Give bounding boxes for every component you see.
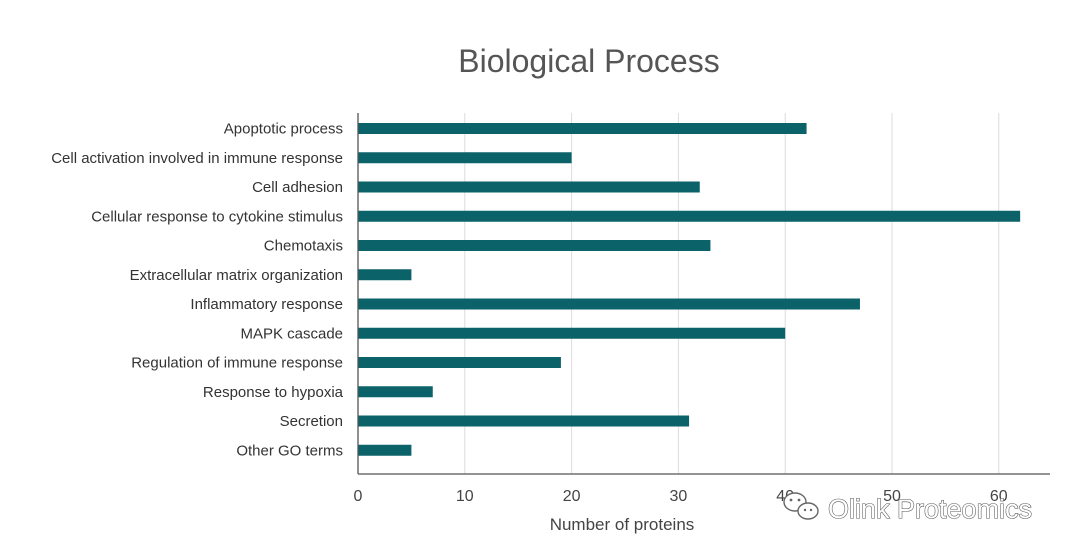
bar-0 — [358, 123, 807, 134]
watermark: Olink Proteomics — [783, 492, 1033, 525]
bar-4 — [358, 240, 711, 251]
bars — [358, 123, 1021, 456]
category-label: Cellular response to cytokine stimulus — [91, 208, 343, 225]
watermark-text: Olink Proteomics — [828, 494, 1032, 524]
bar-6 — [358, 298, 860, 310]
category-labels: Apoptotic process Cell activation involve… — [51, 121, 343, 460]
wechat-icon — [783, 492, 819, 520]
x-tick-labels: 0 10 20 30 40 50 60 — [354, 488, 1008, 505]
category-label: Inflammatory response — [190, 296, 343, 313]
category-label: Chemotaxis — [264, 238, 343, 255]
axes — [357, 113, 1050, 475]
category-label: Apoptotic process — [224, 121, 343, 138]
x-tick-label: 50 — [883, 488, 901, 505]
x-tick-label: 20 — [563, 488, 581, 505]
x-tick-label: 60 — [990, 488, 1008, 505]
bar-5 — [358, 269, 412, 281]
category-label: Regulation of immune response — [131, 355, 343, 372]
bar-8 — [358, 357, 561, 368]
category-label: Response to hypoxia — [203, 384, 344, 401]
category-label: MAPK cascade — [240, 325, 343, 342]
x-tick-label: 30 — [670, 488, 688, 505]
x-axis-title: Number of proteins — [550, 515, 695, 534]
category-label: Cell adhesion — [252, 179, 343, 196]
grid-lines — [464, 113, 1000, 474]
category-label: Cell activation involved in immune respo… — [51, 150, 343, 167]
bar-1 — [358, 152, 572, 164]
bar-11 — [358, 444, 412, 456]
category-label: Extracellular matrix organization — [130, 267, 343, 284]
bar-10 — [358, 415, 690, 427]
bar-3 — [358, 210, 1021, 222]
x-tick-label: 0 — [354, 488, 363, 505]
bar-9 — [358, 386, 433, 398]
category-label: Other GO terms — [236, 442, 343, 459]
bar-7 — [358, 327, 786, 339]
category-label: Secretion — [280, 413, 343, 430]
bar-2 — [358, 181, 700, 193]
chart-title: Biological Process — [458, 43, 719, 79]
x-tick-label: 10 — [456, 488, 474, 505]
